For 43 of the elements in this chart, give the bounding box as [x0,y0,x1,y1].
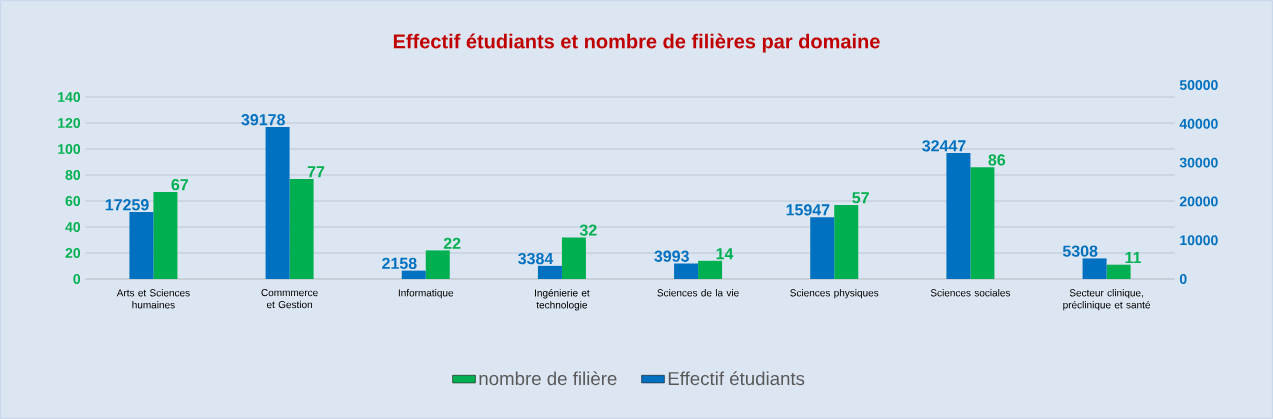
data-label: 11 [1125,252,1141,264]
y-tick-label: 80 [65,170,81,180]
data-label: 67 [171,178,189,191]
y2-tick-label: 30000 [1179,157,1218,168]
data-label: 86 [988,154,1006,166]
y-tick-label: 0 [73,274,81,284]
y-tick-label: 100 [58,144,81,154]
data-label: 22 [443,237,461,249]
y-tick-label: 140 [58,92,81,102]
bar [561,237,586,279]
data-label: 39178 [241,114,285,126]
x-tick-label: Arts et Sciences humaines [116,289,190,309]
y2-tick-label: 50000 [1179,80,1218,90]
data-label: 32 [579,224,597,236]
y2-tick-label: 20000 [1179,196,1218,207]
x-tick-label: Secteur clinique, préclinique et santé [1063,289,1151,311]
data-label: 3384 [518,252,554,265]
y-tick-label: 40 [65,222,81,232]
y-tick-label: 20 [65,248,81,258]
data-label: 2158 [382,257,417,270]
x-tick-label: Ingénierie et technologie [535,289,590,311]
y2-tick-label: 0 [1179,274,1187,284]
x-tick-label: Sciences de la vie [657,289,739,297]
data-label: 5308 [1062,245,1098,257]
x-tick-label: Sciences physiques [790,289,879,299]
x-tick-label: Informatique [398,289,454,299]
x-tick-label: Commmerce et Gestion [261,289,318,309]
legend-label: nombre de filière [479,371,617,386]
data-label: 15947 [786,204,830,216]
data-label: 77 [307,166,325,178]
data-label: 14 [716,248,734,260]
y2-tick-label: 40000 [1179,118,1218,129]
y2-tick-label: 10000 [1180,235,1218,246]
y-tick-label: 60 [65,196,81,206]
chart-title: Effectif étudiants et nombre de filières par domaine [393,33,880,53]
data-label: 17259 [105,199,149,211]
data-label: 3993 [654,250,689,262]
data-label: 57 [852,192,869,204]
x-tick-label: Sciences sociales [930,289,1011,297]
y-tick-label: 120 [58,118,81,128]
bar [425,250,450,279]
legend-label: Effectif étudiants [668,371,805,386]
data-label: 32447 [922,140,966,152]
